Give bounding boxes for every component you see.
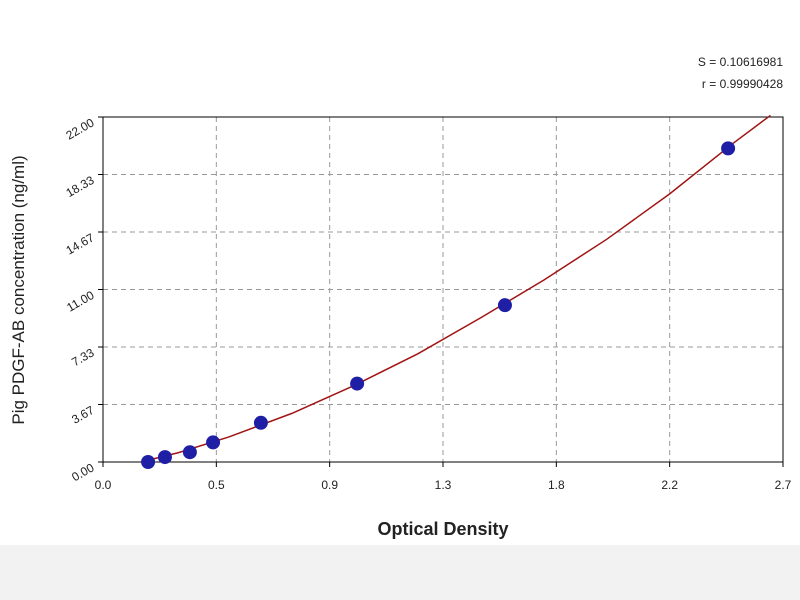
data-point	[182, 445, 197, 460]
footer-band	[0, 545, 800, 600]
y-tick-label: 22.00	[63, 115, 96, 142]
annotation: S = 0.10616981	[698, 55, 783, 69]
data-point	[253, 415, 268, 430]
y-tick-label: 7.33	[69, 345, 97, 369]
y-tick-label: 3.67	[69, 403, 97, 427]
y-tick-label: 18.33	[63, 173, 96, 200]
y-axis-label: Pig PDGF-AB concentration (ng/ml)	[9, 155, 28, 424]
x-tick-label: 1.3	[435, 478, 452, 492]
data-point	[141, 455, 156, 469]
data-point	[721, 141, 736, 156]
plot-frame	[102, 116, 784, 463]
data-point	[350, 376, 365, 391]
x-tick-label: 1.8	[548, 478, 565, 492]
annotation: r = 0.99990428	[702, 77, 783, 91]
x-tick-label: 2.2	[661, 478, 678, 492]
fit-curve	[140, 114, 771, 463]
x-tick-label: 0.0	[95, 478, 112, 492]
data-point	[497, 298, 512, 313]
data-point	[206, 435, 221, 450]
x-tick-label: 0.9	[321, 478, 338, 492]
x-tick-label: 2.7	[775, 478, 792, 492]
y-tick-label: 0.00	[69, 460, 97, 484]
x-axis-label: Optical Density	[377, 519, 508, 539]
y-tick-label: 14.67	[63, 230, 96, 257]
data-point	[157, 450, 172, 465]
y-tick-label: 11.00	[64, 288, 97, 315]
x-tick-label: 0.5	[208, 478, 225, 492]
